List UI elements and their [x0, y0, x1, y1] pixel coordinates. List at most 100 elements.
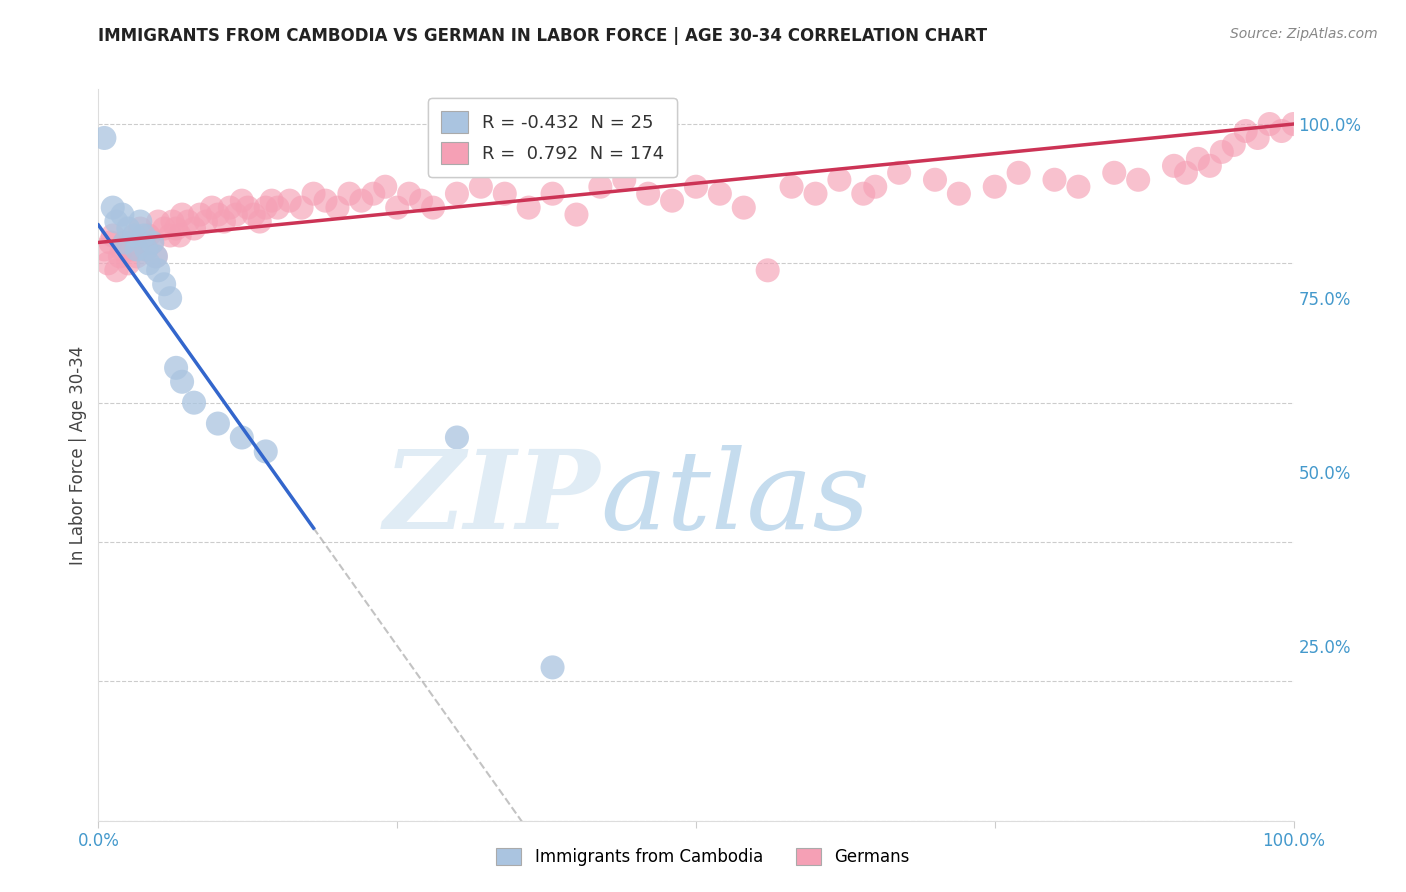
Point — [863, 179, 887, 194]
Point — [1222, 137, 1246, 152]
Point — [637, 186, 659, 201]
Point — [177, 214, 200, 228]
Point — [159, 291, 181, 305]
Point — [145, 249, 167, 263]
Point — [212, 214, 235, 228]
Point — [411, 194, 433, 208]
Point — [1163, 159, 1185, 173]
Point — [114, 235, 136, 250]
Point — [125, 243, 148, 257]
Point — [1234, 124, 1257, 138]
Point — [231, 430, 253, 444]
Point — [93, 243, 115, 257]
Point — [315, 194, 337, 208]
Point — [1043, 173, 1066, 187]
Text: ZIP: ZIP — [384, 445, 600, 552]
Point — [446, 430, 468, 444]
Point — [1128, 173, 1150, 187]
Text: Source: ZipAtlas.com: Source: ZipAtlas.com — [1230, 27, 1378, 41]
Point — [105, 263, 128, 277]
Point — [138, 256, 160, 270]
Text: atlas: atlas — [600, 445, 870, 552]
Point — [278, 194, 301, 208]
Point — [145, 249, 167, 263]
Point — [225, 208, 247, 222]
Point — [260, 194, 283, 208]
Point — [709, 186, 731, 201]
Point — [1198, 159, 1220, 173]
Point — [117, 256, 139, 270]
Point — [780, 179, 803, 194]
Point — [398, 186, 420, 201]
Point — [517, 201, 540, 215]
Point — [148, 263, 170, 277]
Point — [183, 395, 205, 409]
Point — [363, 186, 385, 201]
Point — [169, 228, 191, 243]
Point — [125, 249, 148, 263]
Point — [422, 201, 444, 215]
Point — [1271, 124, 1294, 138]
Point — [111, 243, 134, 257]
Point — [207, 208, 229, 222]
Point — [470, 179, 492, 194]
Point — [132, 228, 155, 243]
Point — [541, 186, 564, 201]
Point — [385, 201, 409, 215]
Point — [172, 208, 194, 222]
Point — [108, 249, 131, 263]
Point — [984, 179, 1007, 194]
Point — [135, 243, 157, 257]
Point — [541, 660, 564, 674]
Point — [93, 131, 115, 145]
Point — [924, 173, 946, 187]
Point — [124, 228, 146, 243]
Point — [1282, 117, 1305, 131]
Point — [129, 221, 152, 235]
Point — [1258, 117, 1281, 131]
Point — [207, 417, 229, 431]
Point — [172, 375, 194, 389]
Point — [165, 360, 187, 375]
Point — [159, 228, 181, 243]
Point — [661, 194, 683, 208]
Point — [828, 173, 851, 187]
Point — [124, 228, 146, 243]
Point — [105, 214, 128, 228]
Point — [1187, 152, 1209, 166]
Point — [243, 208, 266, 222]
Point — [804, 186, 827, 201]
Point — [494, 186, 516, 201]
Y-axis label: In Labor Force | Age 30-34: In Labor Force | Age 30-34 — [69, 345, 87, 565]
Legend: R = -0.432  N = 25, R =  0.792  N = 174: R = -0.432 N = 25, R = 0.792 N = 174 — [427, 98, 678, 177]
Point — [1102, 166, 1125, 180]
Point — [231, 194, 253, 208]
Point — [121, 243, 143, 257]
Point — [236, 201, 259, 215]
Point — [589, 179, 612, 194]
Point — [339, 186, 360, 201]
Point — [302, 186, 325, 201]
Point — [219, 201, 242, 215]
Point — [267, 201, 290, 215]
Point — [201, 201, 224, 215]
Point — [111, 208, 134, 222]
Point — [97, 256, 120, 270]
Point — [188, 208, 211, 222]
Point — [141, 235, 163, 250]
Point — [101, 228, 124, 243]
Point — [153, 221, 176, 235]
Point — [114, 235, 136, 250]
Point — [565, 208, 588, 222]
Point — [132, 235, 155, 250]
Point — [852, 186, 875, 201]
Point — [129, 214, 152, 228]
Point — [613, 173, 636, 187]
Point — [162, 214, 184, 228]
Point — [117, 221, 139, 235]
Point — [1175, 166, 1198, 180]
Point — [141, 235, 163, 250]
Point — [350, 194, 373, 208]
Point — [374, 179, 396, 194]
Point — [135, 243, 157, 257]
